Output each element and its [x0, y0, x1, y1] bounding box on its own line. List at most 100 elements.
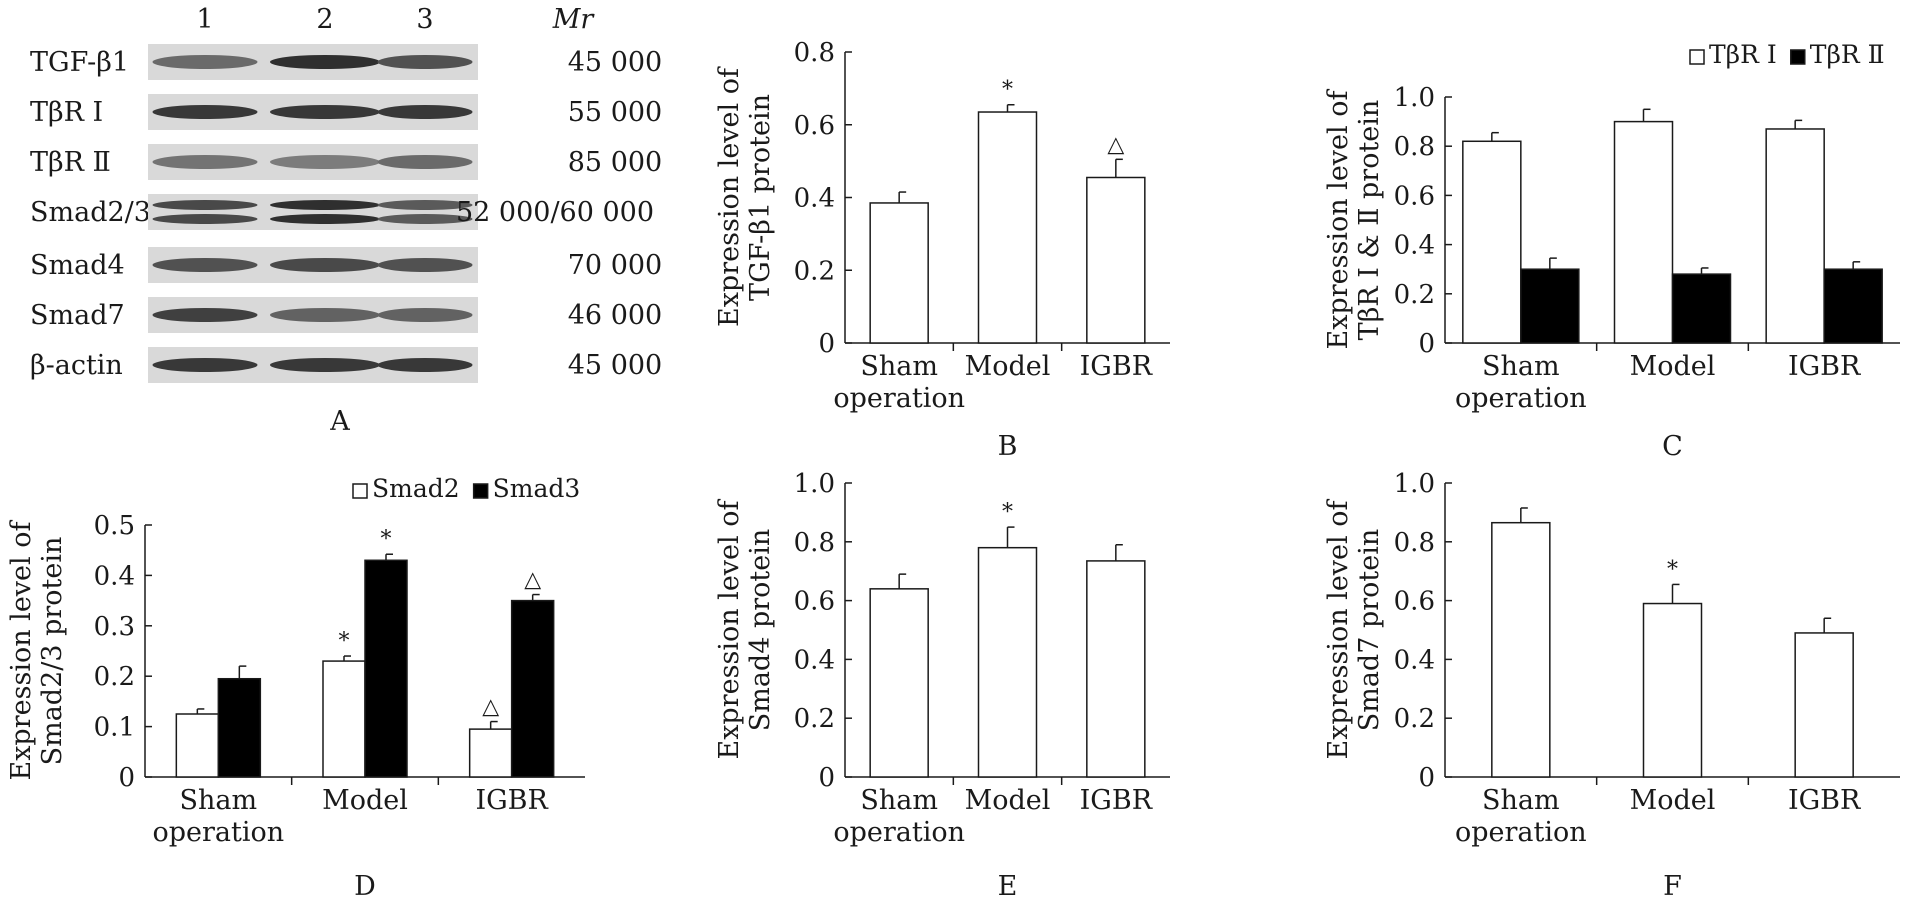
blot-row-label: β-actin [30, 350, 123, 381]
blot-mr-value: 52 000/60 000 [456, 197, 654, 228]
x-tick-label: operation [833, 817, 965, 848]
y-tick-label: 0.6 [794, 587, 835, 617]
y-axis-label-line: Expression level of [6, 520, 37, 781]
x-tick-label: IGBR [1080, 351, 1153, 382]
legend-label: TβR Ⅱ [1810, 40, 1885, 69]
blot-band [152, 105, 258, 119]
bar [1520, 268, 1580, 344]
y-tick-label: 0.2 [1394, 704, 1435, 734]
legend-swatch [472, 483, 489, 499]
y-tick-label: 0 [818, 763, 835, 793]
y-tick-label: 0.4 [794, 645, 835, 675]
legend-swatch [1689, 49, 1705, 65]
significance-asterisk: * [339, 629, 350, 654]
blot-lane-label: 2 [316, 4, 333, 35]
y-tick-label: 0 [1418, 763, 1435, 793]
y-tick-label: 0.4 [1394, 231, 1435, 261]
blot-band [377, 55, 473, 69]
blot-band [377, 308, 473, 322]
y-tick-label: 0.2 [794, 256, 835, 286]
y-tick-label: 1.0 [794, 469, 835, 499]
y-tick-label: 0 [818, 329, 835, 359]
western-blot-panel: 1 2 3 Mr TGF-β1 45 000 TβR Ⅰ 55 000 TβR Ⅱ 85 000 S… [30, 4, 662, 437]
x-tick-label: operation [153, 817, 285, 848]
y-axis-label-line: Expression level of [1323, 499, 1354, 760]
significance-asterisk: * [1667, 557, 1678, 582]
blot-mr-value: 45 000 [568, 350, 662, 381]
blot-band [152, 55, 258, 69]
chart-panel-d: Expression level ofSmad2/3 protein 0 0.1 0.… [6, 474, 585, 902]
y-axis-label-line: Expression level of [714, 66, 745, 327]
x-tick-label: IGBR [475, 785, 548, 816]
significance-triangle: △ [1107, 132, 1124, 157]
bar [1491, 521, 1551, 778]
blot-row-label: TβR Ⅰ [30, 97, 103, 128]
blot-mr-header: Mr [552, 4, 596, 35]
blot-band [377, 258, 473, 272]
blot-mr-value: 55 000 [568, 97, 662, 128]
y-axis-label: Expression level ofSmad2/3 protein [6, 520, 68, 781]
x-tick-label: Model [322, 785, 408, 816]
x-tick-label: Sham [1482, 351, 1560, 382]
bar [322, 660, 366, 778]
legend-label: Smad3 [493, 474, 581, 503]
y-tick-label: 0.6 [1394, 181, 1435, 211]
panel-letter: B [998, 431, 1018, 460]
blot-band [270, 155, 380, 169]
significance-triangle: △ [482, 695, 499, 720]
y-tick-label: 1.0 [1394, 469, 1435, 499]
y-tick-label: 1.0 [1394, 83, 1435, 113]
y-tick-label: 0.4 [94, 561, 135, 591]
legend-swatch [352, 483, 368, 499]
x-tick-label: IGBR [1788, 785, 1861, 816]
blot-band [377, 155, 473, 169]
blot-row-label: Smad7 [30, 300, 125, 331]
panel-letter: D [354, 871, 376, 902]
chart-panel-c: Expression level ofTβR Ⅰ & Ⅱ protein 0 0.2… [1323, 40, 1900, 460]
bar [1613, 120, 1674, 344]
blot-row-label: Smad2/3 [30, 197, 151, 228]
y-tick-label: 0 [1418, 329, 1435, 359]
blot-band [270, 308, 380, 322]
panel-letter: C [1662, 431, 1683, 460]
blot-band [270, 358, 380, 372]
y-tick-label: 0.2 [1394, 280, 1435, 310]
blot-band [270, 55, 380, 69]
legend-label: Smad2 [372, 474, 460, 503]
blot-band [152, 214, 258, 224]
x-tick-label: operation [833, 383, 965, 414]
blot-band [152, 155, 258, 169]
x-tick-label: Model [1630, 351, 1716, 382]
y-tick-label: 0.5 [94, 511, 135, 541]
legend-label: TβR Ⅰ [1709, 40, 1777, 69]
blot-band [377, 200, 473, 210]
bar [1086, 560, 1146, 778]
bar [977, 111, 1038, 344]
y-tick-label: 0.2 [794, 704, 835, 734]
bar [1823, 268, 1883, 344]
bar [977, 546, 1038, 778]
y-tick-label: 0.1 [94, 713, 135, 743]
y-axis-label: Expression level ofSmad4 protein [714, 499, 776, 760]
x-tick-label: operation [1455, 383, 1587, 414]
y-tick-label: 0.6 [1394, 587, 1435, 617]
bar [1671, 273, 1732, 344]
y-axis-label-line: Smad4 protein [745, 529, 776, 732]
panel-letter-a: A [329, 406, 350, 437]
x-tick-label: IGBR [1080, 785, 1153, 816]
significance-asterisk: * [1002, 500, 1013, 525]
bar [364, 559, 408, 778]
blot-mr-value: 70 000 [568, 250, 662, 281]
blot-band [152, 308, 258, 322]
blot-band [152, 200, 258, 210]
bar [1642, 602, 1703, 778]
blot-row-label: TβR Ⅱ [30, 147, 111, 178]
bar [510, 599, 555, 778]
significance-asterisk: * [1002, 78, 1013, 103]
y-tick-label: 0.6 [794, 111, 835, 141]
blot-band [270, 214, 380, 224]
y-axis-label-line: TGF-β1 protein [745, 94, 776, 301]
blot-band [377, 105, 473, 119]
x-tick-label: Model [1630, 785, 1716, 816]
y-tick-label: 0.4 [794, 184, 835, 214]
